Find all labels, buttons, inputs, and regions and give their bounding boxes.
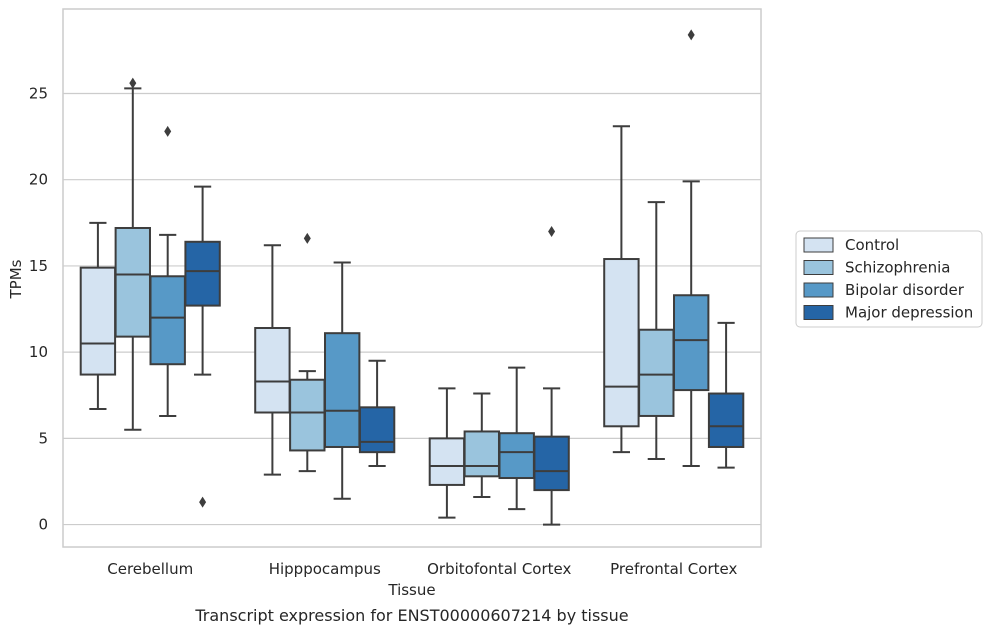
y-tick-label: 10 [29, 343, 48, 361]
box-iqr [498, 432, 535, 480]
box-iqr [463, 430, 500, 478]
box-iqr [603, 258, 640, 428]
x-tick-label: Cerebellum [107, 560, 193, 578]
outlier-point [164, 125, 172, 137]
box-iqr [289, 378, 326, 452]
legend-item: Bipolar disorder [803, 281, 965, 299]
outlier-point [548, 225, 556, 237]
box-major-depression [707, 321, 745, 469]
box-bipolar-disorder [673, 29, 710, 467]
boxes [79, 29, 745, 526]
box-iqr [638, 328, 675, 417]
x-axis-label: Tissue [387, 581, 435, 599]
box-iqr [324, 332, 361, 448]
x-tick-label: Orbitofontal Cortex [427, 560, 571, 578]
box-iqr [533, 435, 570, 492]
box-iqr [428, 437, 466, 486]
legend-swatch [803, 237, 834, 253]
legend-label: Control [845, 236, 899, 254]
box-control [79, 221, 117, 411]
plot-frame [62, 8, 762, 548]
y-tick-label: 0 [38, 516, 48, 534]
box-iqr [254, 327, 291, 414]
box-schizophrenia [114, 77, 151, 431]
box-schizophrenia [289, 232, 326, 473]
y-tick-label: 25 [29, 84, 48, 102]
legend-label: Bipolar disorder [845, 281, 965, 299]
box-bipolar-disorder [149, 125, 186, 417]
y-tick-label: 20 [29, 171, 48, 189]
box-control [254, 244, 291, 476]
box-iqr [114, 226, 151, 338]
box-bipolar-disorder [324, 261, 361, 500]
legend-swatch [803, 305, 834, 320]
box-bipolar-disorder [498, 366, 535, 511]
box-iqr [149, 275, 186, 366]
box-iqr [184, 240, 221, 307]
box-schizophrenia [463, 392, 500, 498]
outlier-point [303, 232, 311, 244]
y-tick-label: 15 [29, 257, 48, 275]
outlier-point [129, 77, 137, 89]
figure-caption: Transcript expression for ENST0000060721… [194, 606, 628, 625]
legend-frame [795, 230, 983, 328]
box-iqr [673, 294, 710, 392]
box-major-depression [358, 359, 396, 467]
legend-swatch [803, 282, 834, 298]
x-axis-ticks: Cerebellum Hipppocampus Orbitofontal Corte… [107, 560, 737, 578]
box-major-depression [533, 225, 570, 526]
legend: Control Schizophrenia Bipolar disorder Majo… [795, 230, 983, 328]
box-control [603, 125, 640, 454]
legend-label: Schizophrenia [845, 259, 950, 277]
y-axis-ticks: 0 5 10 15 20 25 [29, 84, 48, 533]
box-iqr [358, 406, 396, 454]
x-tick-label: Hipppocampus [269, 560, 381, 578]
box-control [428, 387, 466, 519]
legend-item: Control [803, 236, 899, 254]
x-tick-label: Prefrontal Cortex [610, 560, 737, 578]
box-major-depression [184, 185, 221, 508]
outlier-point [199, 496, 207, 508]
y-axis-label: TPMs [7, 259, 25, 299]
box-iqr [79, 266, 117, 376]
y-tick-label: 5 [38, 429, 48, 447]
box-schizophrenia [638, 201, 675, 461]
legend-item: Major depression [803, 304, 973, 322]
legend-label: Major depression [845, 304, 973, 322]
outlier-point [687, 29, 695, 41]
legend-swatch [803, 260, 834, 275]
box-iqr [707, 392, 745, 448]
legend-item: Schizophrenia [803, 259, 950, 277]
